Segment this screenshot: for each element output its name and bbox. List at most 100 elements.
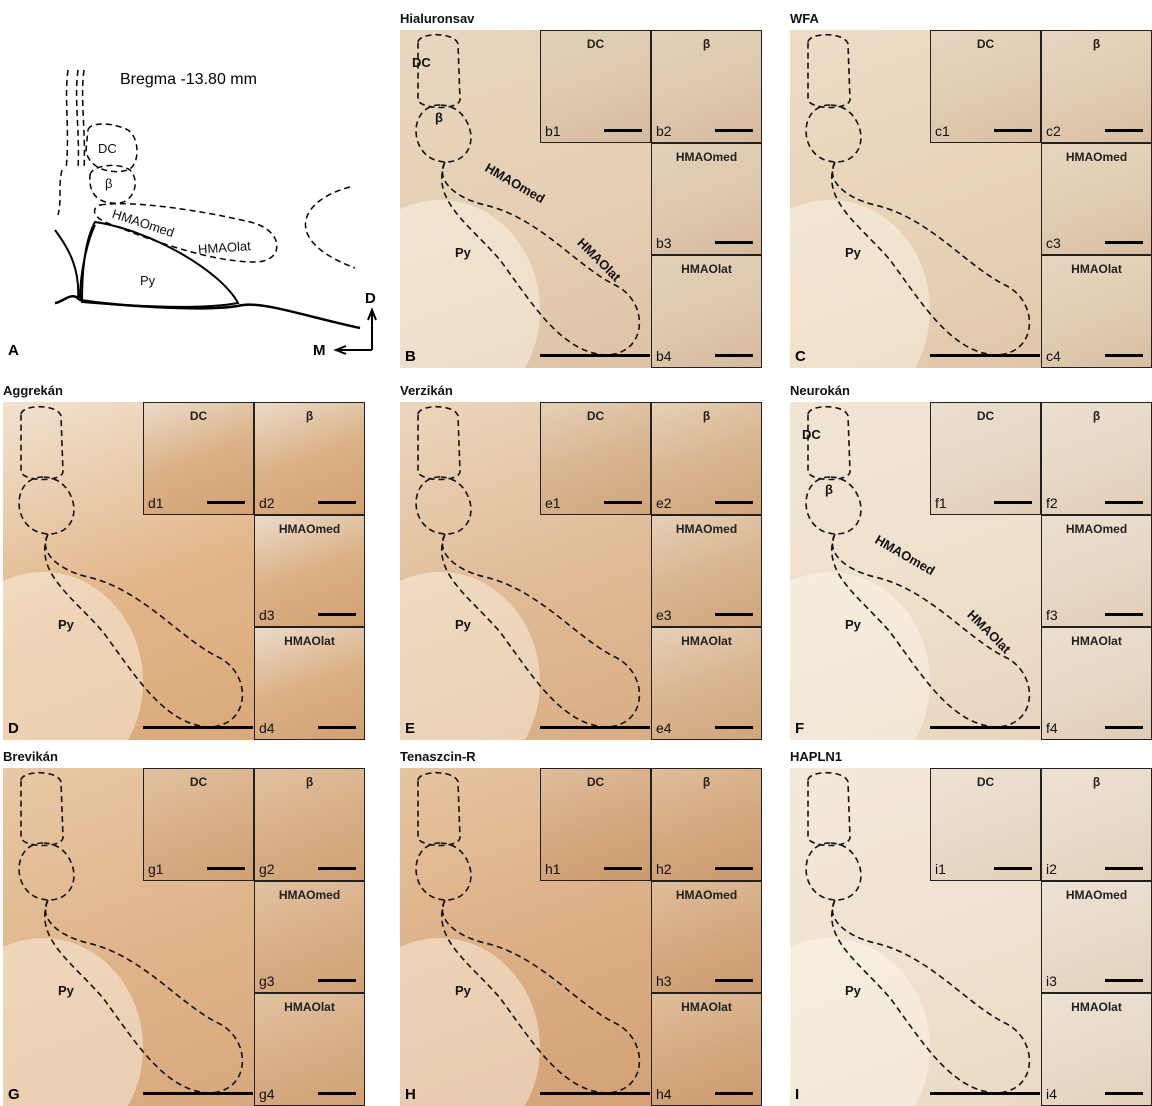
inset: DC c1 xyxy=(930,30,1041,143)
panel-title: Aggrekán xyxy=(3,383,63,398)
inset-id: g2 xyxy=(259,861,275,877)
outline xyxy=(45,534,243,727)
scale-bar xyxy=(318,867,356,870)
outline xyxy=(832,900,1030,1093)
outline xyxy=(832,162,1030,355)
inset-label: HMAOlat xyxy=(652,262,761,276)
outline xyxy=(808,35,850,108)
inset-label: DC xyxy=(541,409,650,423)
panel-title: HAPLN1 xyxy=(790,749,842,764)
scale-bar xyxy=(207,867,245,870)
panel-letter: C xyxy=(795,348,806,365)
figure: Bregma -13.80 mm DC β HMAOmed HMAOlat Py… xyxy=(0,0,1152,1106)
scale-bar xyxy=(715,1092,753,1095)
scale-bar xyxy=(143,726,253,729)
region-label: Py xyxy=(845,245,861,260)
inset-id: d3 xyxy=(259,607,275,623)
outline xyxy=(21,407,63,480)
outline xyxy=(806,477,861,534)
inset-label: β xyxy=(652,409,761,423)
inset-label: DC xyxy=(144,775,253,789)
inset: HMAOmed d3 xyxy=(254,515,365,628)
scale-bar xyxy=(540,726,650,729)
inset-id: d4 xyxy=(259,720,275,736)
inset: DCg1 xyxy=(143,768,254,881)
inset-id: g3 xyxy=(259,973,275,989)
panel-title: Verzikán xyxy=(400,383,453,398)
inset: HMAOmed e3 xyxy=(651,515,762,628)
region-label: Py xyxy=(845,983,861,998)
panel-letter: H xyxy=(405,1086,416,1103)
inset: HMAOmed f3 xyxy=(1041,515,1152,628)
inset-label: DC xyxy=(931,37,1040,51)
inset-id: f4 xyxy=(1046,720,1058,736)
scale-bar xyxy=(318,613,356,616)
region-label: β xyxy=(825,482,833,497)
scale-bar xyxy=(715,613,753,616)
region-label: Py xyxy=(455,245,471,260)
inset-label: HMAOmed xyxy=(652,522,761,536)
inset-id: e1 xyxy=(545,495,561,511)
outline xyxy=(19,843,74,900)
inset-id: d2 xyxy=(259,495,275,511)
inset-label: HMAOmed xyxy=(255,522,364,536)
schematic xyxy=(0,0,390,370)
inset-id: g4 xyxy=(259,1086,275,1102)
region-label: β xyxy=(435,110,443,125)
inset-label: HMAOlat xyxy=(255,1000,364,1014)
panel-letter: D xyxy=(8,720,19,737)
inset-label: DC xyxy=(541,775,650,789)
inset-id: h4 xyxy=(656,1086,672,1102)
outline xyxy=(19,477,74,534)
scale-bar xyxy=(715,979,753,982)
inset-label: β xyxy=(1042,409,1151,423)
inset-label: HMAOmed xyxy=(652,888,761,902)
outline xyxy=(806,105,861,162)
scale-bar xyxy=(715,867,753,870)
outline xyxy=(416,843,471,900)
outline xyxy=(416,105,471,162)
inset-id: f3 xyxy=(1046,607,1058,623)
outline xyxy=(58,70,84,215)
inset-id: h3 xyxy=(656,973,672,989)
scale-bar xyxy=(604,867,642,870)
micrograph: PyGDCg1βg2HMAOmedg3HMAOlatg4 xyxy=(3,768,365,1106)
scale-bar xyxy=(1105,979,1143,982)
scale-bar xyxy=(540,354,650,357)
scale-bar xyxy=(1105,501,1143,504)
outline xyxy=(442,900,640,1093)
inset-id: h1 xyxy=(545,861,561,877)
scale-bar xyxy=(1105,1092,1143,1095)
inset-label: β xyxy=(1042,37,1151,51)
inset-label: HMAOmed xyxy=(1042,522,1151,536)
inset: DC h1 xyxy=(540,768,651,881)
region-label: DC xyxy=(98,141,117,156)
scale-bar xyxy=(715,354,753,357)
inset: HMAOmed h3 xyxy=(651,881,762,994)
inset: DC e1 xyxy=(540,402,651,515)
inset-id: i2 xyxy=(1046,861,1057,877)
region-label: Py xyxy=(845,617,861,632)
inset-id: c2 xyxy=(1046,123,1061,139)
panel-letter: A xyxy=(8,342,19,359)
scale-bar xyxy=(143,1092,253,1095)
inset-id: e3 xyxy=(656,607,672,623)
inset: β c2 xyxy=(1041,30,1152,143)
inset-id: f1 xyxy=(935,495,947,511)
inset-label: HMAOlat xyxy=(652,1000,761,1014)
inset-label: HMAOlat xyxy=(652,634,761,648)
inset-id: b2 xyxy=(656,123,672,139)
inset-id: c1 xyxy=(935,123,950,139)
outline xyxy=(418,773,460,846)
inset: βe2 xyxy=(651,402,762,515)
region-label: Py xyxy=(455,983,471,998)
scale-bar xyxy=(1105,354,1143,357)
